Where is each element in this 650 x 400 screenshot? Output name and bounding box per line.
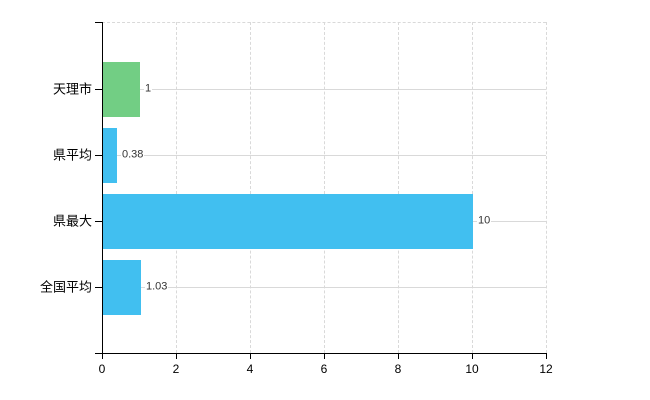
bar-value-label: 10 bbox=[477, 214, 492, 227]
bar-全国平均[interactable] bbox=[103, 259, 141, 315]
y-axis bbox=[102, 22, 103, 353]
y-axis-tick bbox=[95, 89, 102, 90]
x-axis-tick bbox=[102, 354, 103, 359]
x-axis-tick-label: 4 bbox=[246, 362, 254, 376]
y-axis-tick bbox=[95, 287, 102, 288]
x-axis-tick-label: 0 bbox=[98, 362, 106, 376]
vertical-gridline bbox=[250, 22, 251, 353]
bar-県最大[interactable] bbox=[103, 193, 473, 249]
x-axis-tick-label: 10 bbox=[465, 362, 479, 376]
x-axis-tick-label: 8 bbox=[394, 362, 402, 376]
category-label-全国平均: 全国平均 bbox=[39, 279, 92, 295]
bar-value-label: 0.38 bbox=[121, 148, 145, 161]
x-axis-tick-label: 6 bbox=[320, 362, 328, 376]
vertical-gridline bbox=[472, 22, 473, 353]
bar-value-label: 1 bbox=[144, 82, 153, 95]
vertical-gridline bbox=[398, 22, 399, 353]
vertical-gridline bbox=[324, 22, 325, 353]
bar-天理市[interactable] bbox=[103, 61, 140, 117]
x-axis-tick bbox=[324, 354, 325, 359]
x-axis bbox=[95, 353, 547, 354]
horizontal-gridline bbox=[103, 89, 546, 90]
y-axis-tick bbox=[95, 221, 102, 222]
bar-value-label: 1.03 bbox=[145, 280, 169, 293]
category-label-県平均: 県平均 bbox=[52, 147, 92, 163]
y-axis-tick bbox=[95, 22, 102, 23]
bar-県平均[interactable] bbox=[103, 127, 117, 183]
category-label-県最大: 県最大 bbox=[52, 213, 92, 229]
x-axis-tick bbox=[250, 354, 251, 359]
vertical-gridline bbox=[546, 22, 547, 353]
x-axis-tick-label: 12 bbox=[539, 362, 553, 376]
horizontal-gridline bbox=[103, 155, 546, 156]
y-axis-tick bbox=[95, 155, 102, 156]
vertical-gridline bbox=[176, 22, 177, 353]
x-axis-tick bbox=[398, 354, 399, 359]
x-axis-tick bbox=[176, 354, 177, 359]
horizontal-gridline bbox=[103, 287, 546, 288]
x-axis-tick-label: 2 bbox=[172, 362, 180, 376]
plot-top-border bbox=[102, 22, 546, 23]
x-axis-tick bbox=[546, 354, 547, 359]
x-axis-tick bbox=[472, 354, 473, 359]
category-label-天理市: 天理市 bbox=[52, 81, 92, 97]
